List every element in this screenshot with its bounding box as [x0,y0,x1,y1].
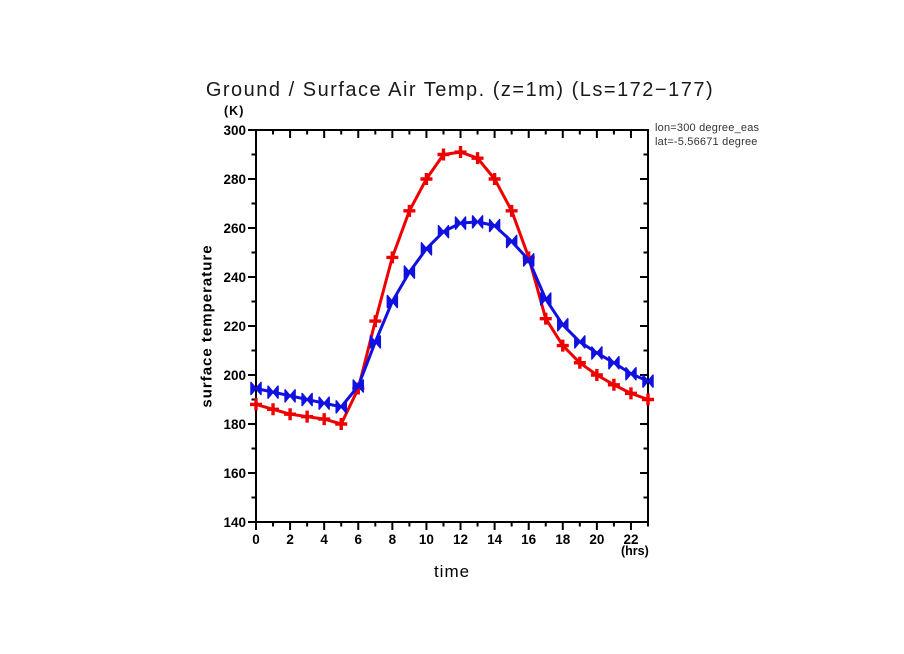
y-tick-label: 200 [223,368,246,383]
marker-bowtie-surface-air-temperature-z1m [454,216,467,230]
marker-plus-ground-temperature [386,251,399,264]
marker-plus-ground-temperature [318,413,331,426]
marker-plus-ground-temperature [573,356,586,369]
marker-plus-ground-temperature [607,378,620,391]
marker-plus-ground-temperature [488,173,501,185]
marker-plus-ground-temperature [624,387,637,400]
y-tick-label: 220 [223,319,246,334]
marker-plus-ground-temperature [420,173,433,185]
x-tick-label: 8 [389,532,397,547]
marker-plus-ground-temperature [369,315,382,328]
coordinate-annotation: lon=300 degree_eas lat=-5.56671 degree [655,122,759,149]
marker-plus-ground-temperature [437,148,450,161]
marker-bowtie-surface-air-temperature-z1m [557,318,569,332]
marker-plus-ground-temperature [335,418,348,430]
marker-plus-ground-temperature [505,204,518,217]
marker-plus-ground-temperature [284,408,297,421]
x-tick-label: 0 [252,532,260,547]
marker-plus-ground-temperature [471,152,484,165]
x-tick-label: 6 [355,532,363,547]
marker-bowtie-surface-air-temperature-z1m [403,265,416,279]
y-tick-label: 240 [223,270,246,285]
x-tick-label: 22 [623,532,638,547]
series-line-ground-temperature [255,150,649,426]
marker-bowtie-surface-air-temperature-z1m [301,392,313,407]
x-axis-unit-label: (hrs) [621,544,649,558]
marker-plus-ground-temperature [556,339,569,352]
marker-bowtie-surface-air-temperature-z1m [386,294,399,309]
marker-plus-ground-temperature [403,204,416,217]
chart-title: Ground / Surface Air Temp. (z=1m) (Ls=17… [205,79,715,101]
marker-bowtie-surface-air-temperature-z1m [369,335,382,349]
x-tick-label: 12 [453,532,468,547]
y-tick-label: 160 [223,466,246,481]
x-tick-label: 20 [589,532,604,547]
marker-plus-ground-temperature [301,410,314,423]
x-tick-label: 2 [286,532,294,547]
x-tick-label: 4 [320,532,328,547]
y-tick-label: 300 [223,123,246,138]
marker-bowtie-surface-air-temperature-z1m [642,374,654,388]
marker-bowtie-surface-air-temperature-z1m [522,253,535,267]
marker-plus-ground-temperature [267,403,280,416]
marker-bowtie-surface-air-temperature-z1m [488,218,501,233]
y-tick-label: 260 [223,221,246,236]
marker-bowtie-surface-air-temperature-z1m [352,379,365,393]
marker-bowtie-surface-air-temperature-z1m [437,224,450,239]
y-axis-unit-label: (K) [224,104,245,118]
marker-bowtie-surface-air-temperature-z1m [267,385,279,399]
marker-bowtie-surface-air-temperature-z1m [471,215,484,229]
marker-plus-ground-temperature [250,398,262,411]
series-line-surface-air-temperature-z1m [255,220,649,409]
marker-bowtie-surface-air-temperature-z1m [539,292,552,306]
marker-bowtie-surface-air-temperature-z1m [284,389,296,403]
marker-plus-ground-temperature [642,393,654,406]
y-tick-label: 140 [223,515,246,530]
marker-bowtie-surface-air-temperature-z1m [625,367,637,381]
x-tick-label: 18 [555,532,571,547]
y-tick-label: 280 [223,172,246,187]
marker-bowtie-surface-air-temperature-z1m [591,346,603,360]
marker-bowtie-surface-air-temperature-z1m [335,400,347,414]
marker-plus-ground-temperature [590,369,603,381]
x-tick-label: 16 [521,532,537,547]
marker-bowtie-surface-air-temperature-z1m [505,234,518,249]
x-axis-title: time [433,562,471,581]
x-tick-label: 14 [487,532,503,547]
marker-plus-ground-temperature [454,146,467,159]
marker-bowtie-surface-air-temperature-z1m [250,381,262,396]
marker-bowtie-surface-air-temperature-z1m [420,242,433,256]
marker-bowtie-surface-air-temperature-z1m [318,396,330,410]
marker-plus-ground-temperature [539,312,552,325]
x-tick-label: 10 [419,532,434,547]
marker-bowtie-surface-air-temperature-z1m [608,356,620,370]
annotation-longitude: lon=300 degree_eas [655,122,760,134]
plot-frame [255,129,649,523]
annotation-latitude: lat=-5.56671 degree [655,135,758,148]
y-tick-label: 180 [223,417,246,432]
marker-bowtie-surface-air-temperature-z1m [574,335,586,349]
